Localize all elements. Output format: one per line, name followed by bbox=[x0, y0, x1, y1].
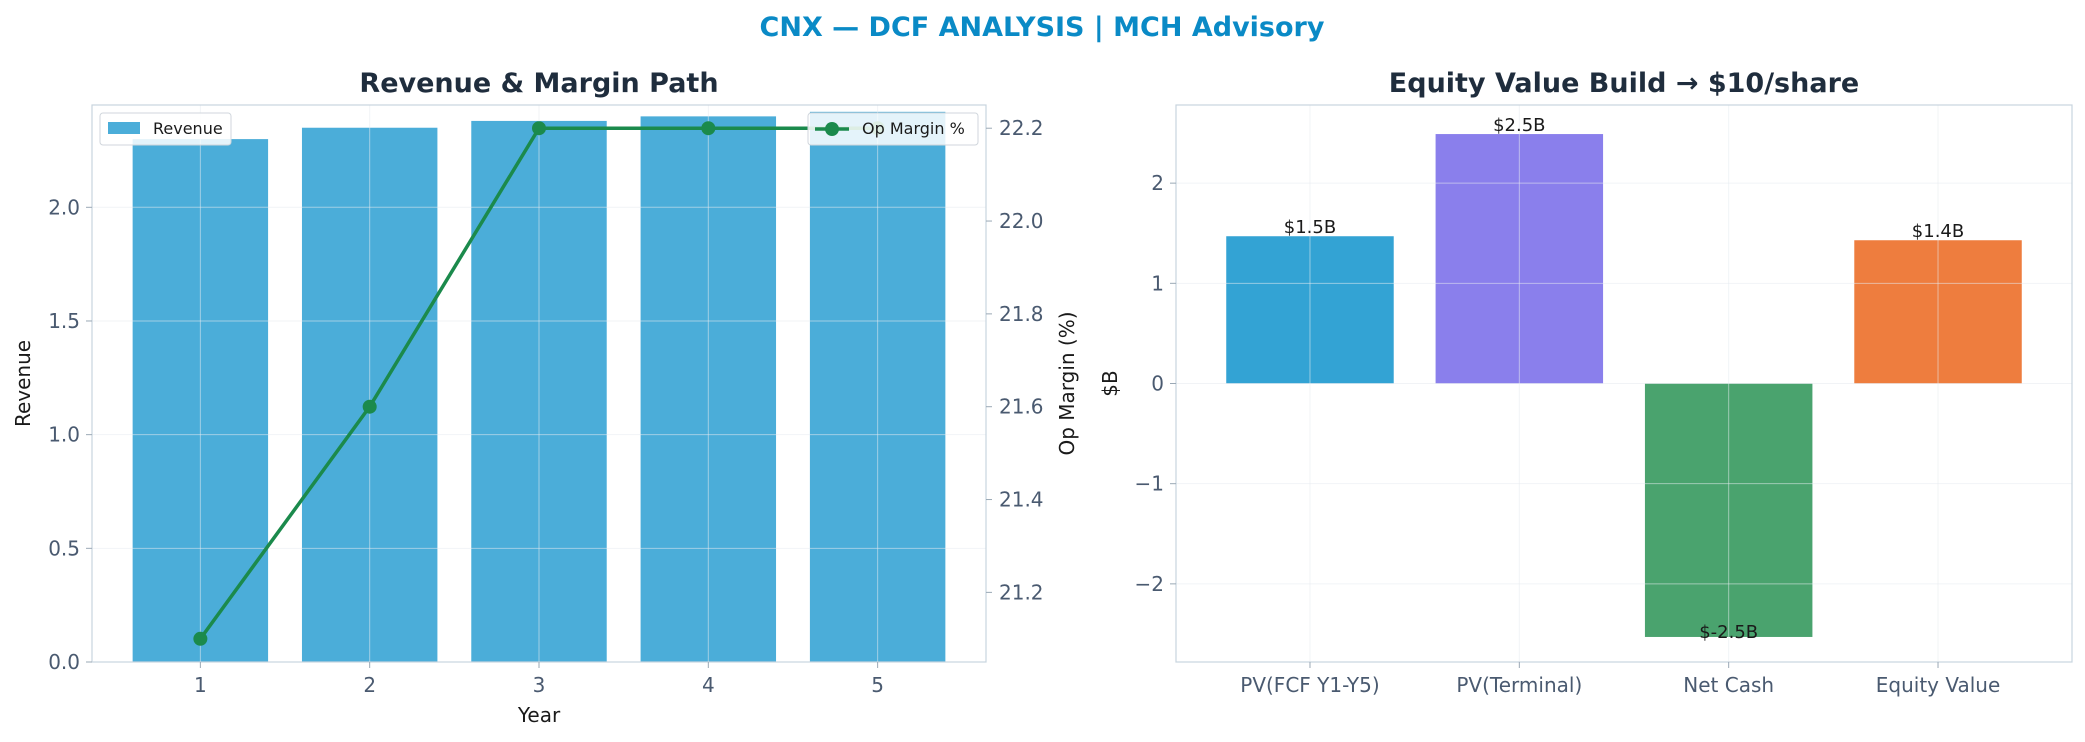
legend-op-margin: Op Margin % bbox=[807, 112, 979, 146]
y2-axis-label: Op Margin (%) bbox=[1055, 311, 1079, 455]
y-tick-label: 0.5 bbox=[48, 536, 80, 560]
legend-box bbox=[807, 112, 979, 146]
y-tick-label: 1.0 bbox=[48, 423, 80, 447]
legend-swatch bbox=[108, 122, 140, 134]
y2-tick-label: 21.6 bbox=[999, 395, 1044, 419]
y-tick-label: −1 bbox=[1135, 472, 1164, 496]
x-axis-label: Year bbox=[517, 703, 561, 727]
x-tick-label: 3 bbox=[533, 673, 546, 697]
y2-tick-label: 21.8 bbox=[999, 302, 1044, 326]
figure-title: CNX — DCF ANALYSIS | MCH Advisory bbox=[760, 12, 1325, 43]
op-margin-point bbox=[701, 121, 716, 136]
legend-box bbox=[99, 112, 232, 146]
y-tick-label: 0 bbox=[1151, 372, 1164, 396]
y-axis-label: Revenue bbox=[11, 340, 35, 427]
x-tick-label: 1 bbox=[194, 673, 207, 697]
y2-tick-label: 21.2 bbox=[999, 580, 1044, 604]
legend-revenue: Revenue bbox=[99, 112, 232, 146]
bar-data-label: $1.5B bbox=[1284, 217, 1336, 238]
legend-label: Op Margin % bbox=[862, 119, 965, 138]
y-tick-label: 1.5 bbox=[48, 309, 80, 333]
bar-data-label: $1.4B bbox=[1912, 221, 1964, 242]
x-tick-label: 4 bbox=[702, 673, 715, 697]
revenue-margin-chart: Revenue & Margin Path 0.0 0.5 1.0 1.5 2.0 21.2… bbox=[11, 68, 1079, 727]
op-margin-point bbox=[532, 121, 546, 136]
y-tick-label: 2.0 bbox=[48, 195, 80, 219]
legend-marker bbox=[825, 122, 839, 136]
x-tick-label: Equity Value bbox=[1876, 673, 2001, 697]
x-tick-label: 2 bbox=[363, 673, 376, 697]
x-tick-label: 5 bbox=[871, 673, 884, 697]
x-tick-label: PV(Terminal) bbox=[1456, 673, 1582, 697]
y-axis-label: $B bbox=[1098, 370, 1122, 396]
y2-tick-label: 22.2 bbox=[999, 116, 1044, 140]
y2-tick-label: 21.4 bbox=[999, 488, 1044, 512]
y-tick-label: 2 bbox=[1151, 171, 1164, 195]
chart-title: Revenue & Margin Path bbox=[359, 68, 718, 99]
y-tick-label: 0.0 bbox=[48, 650, 80, 674]
y2-tick-label: 22.0 bbox=[999, 209, 1044, 233]
legend-label: Revenue bbox=[153, 119, 223, 138]
bar-data-label: $-2.5B bbox=[1699, 622, 1758, 643]
op-margin-point bbox=[362, 399, 377, 414]
equity-value-chart: Equity Value Build → $10/share −2 −1 0 1 2 PV(… bbox=[1098, 68, 2073, 697]
x-tick-label: PV(FCF Y1-Y5) bbox=[1240, 673, 1379, 697]
x-tick-label: Net Cash bbox=[1683, 673, 1774, 697]
y-tick-label: −2 bbox=[1135, 572, 1164, 596]
chart-title: Equity Value Build → $10/share bbox=[1389, 68, 1859, 99]
op-margin-point bbox=[193, 631, 208, 646]
y-tick-label: 1 bbox=[1151, 271, 1164, 295]
bar-data-label: $2.5B bbox=[1493, 115, 1545, 136]
